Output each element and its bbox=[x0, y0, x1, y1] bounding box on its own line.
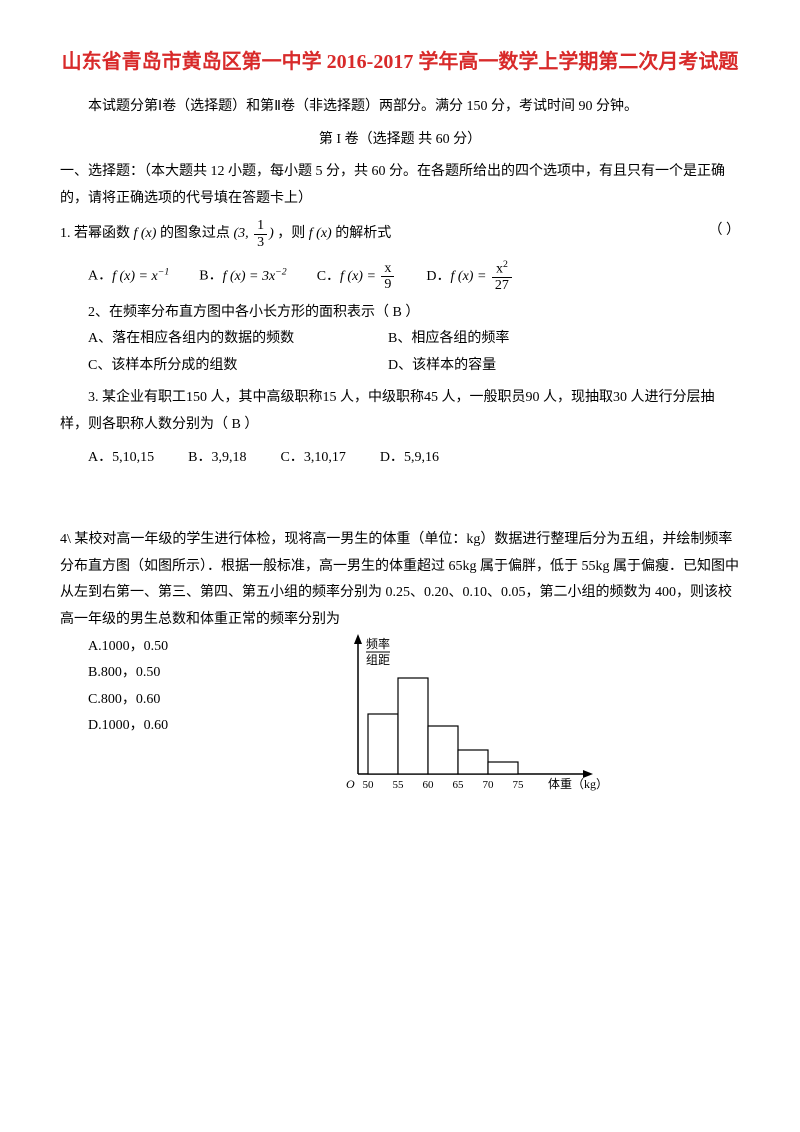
q4-row: A.1000，0.50 B.800，0.50 C.800，0.60 D.1000… bbox=[60, 634, 740, 815]
q3-n3: 45 bbox=[424, 390, 438, 405]
q3-b: 人，其中高级职称 bbox=[211, 390, 323, 405]
q2-optD: D、该样本的容量 bbox=[388, 353, 496, 380]
q1-fx2: f (x) bbox=[309, 226, 332, 241]
q1-stem-b: 的图象过点 bbox=[160, 226, 230, 241]
svg-text:75: 75 bbox=[513, 779, 525, 791]
question-4: 4\ 某校对高一年级的学生进行体检，现将高一男生的体重（单位：kg）数据进行整理… bbox=[60, 527, 740, 633]
q3-d: 人，一般职员 bbox=[442, 390, 526, 405]
q1-optD-expr: f (x) = x227 bbox=[451, 269, 514, 284]
svg-text:55: 55 bbox=[393, 779, 405, 791]
q2-optB: B、相应各组的频率 bbox=[388, 326, 509, 353]
q3-optC-label: C． bbox=[280, 450, 303, 465]
svg-text:60: 60 bbox=[423, 779, 435, 791]
section-heading: 一、选择题：（本大题共 12 小题，每小题 5 分，共 60 分。在各题所给出的… bbox=[60, 159, 740, 212]
q4-optD: D.1000，0.60 bbox=[88, 713, 288, 740]
q4-optB: B.800，0.50 bbox=[88, 660, 288, 687]
svg-text:O: O bbox=[346, 777, 355, 791]
svg-text:组距: 组距 bbox=[366, 653, 390, 667]
q2-optC: C、该样本所分成的组数 bbox=[88, 353, 388, 380]
question-2: 2、在频率分布直方图中各小长方形的面积表示（ B ） bbox=[60, 300, 740, 327]
histogram-svg: 50 55 60 65 70 75 频率组距 O 体重（kg） bbox=[328, 624, 608, 804]
q4-optC: C.800，0.60 bbox=[88, 687, 288, 714]
question-1: 1. 若幂函数 f (x) 的图象过点 (3, 13) ，则 f (x) 的解析… bbox=[60, 218, 740, 250]
q3-c: 人，中级职称 bbox=[340, 390, 424, 405]
part-heading: 第 I 卷（选择题 共 60 分） bbox=[60, 127, 740, 154]
q3-a: 3. 某企业有职工 bbox=[88, 390, 186, 405]
q1-stem-c: ，则 bbox=[277, 226, 305, 241]
q1-point: (3, 13) bbox=[233, 226, 273, 241]
q1-options: A．f (x) = x−1 B．f (x) = 3x−2 C．f (x) = x… bbox=[88, 260, 740, 293]
q2-optA: A、落在相应各组内的数据的频数 bbox=[88, 326, 388, 353]
q2-options: A、落在相应各组内的数据的频数 B、相应各组的频率 C、该样本所分成的组数 D、… bbox=[88, 326, 740, 379]
q3-optB-label: B． bbox=[188, 450, 211, 465]
q1-fx1: f (x) bbox=[134, 226, 157, 241]
q1-optC-label: C． bbox=[317, 269, 340, 284]
svg-text:65: 65 bbox=[453, 779, 465, 791]
q1-stem-a: 1. 若幂函数 bbox=[60, 226, 130, 241]
q3-n5: 30 bbox=[613, 390, 627, 405]
q1-optB-expr: f (x) = 3x−2 bbox=[223, 269, 287, 284]
q3-optA-val: 5,10,15 bbox=[112, 450, 154, 465]
q1-optA-expr: f (x) = x−1 bbox=[112, 269, 169, 284]
q3-n1: 150 bbox=[186, 390, 207, 405]
svg-text:体重（kg）: 体重（kg） bbox=[548, 777, 608, 791]
intro: 本试题分第Ⅰ卷（选择题）和第Ⅱ卷（非选择题）两部分。满分 150 分，考试时间 … bbox=[60, 94, 740, 121]
q3-optD-val: 5,9,16 bbox=[404, 450, 439, 465]
q3-n4: 90 bbox=[526, 390, 540, 405]
q3-e: 人，现抽取 bbox=[543, 390, 613, 405]
q4-optA: A.1000，0.50 bbox=[88, 634, 288, 661]
q3-n2: 15 bbox=[323, 390, 337, 405]
q1-stem-d: 的解析式 bbox=[335, 226, 391, 241]
svg-text:70: 70 bbox=[483, 779, 495, 791]
q3-optC-val: 3,10,17 bbox=[304, 450, 346, 465]
q3-optB-val: 3,9,18 bbox=[211, 450, 246, 465]
q1-optD-label: D． bbox=[426, 269, 450, 284]
q3-optD-label: D． bbox=[380, 450, 404, 465]
page-title: 山东省青岛市黄岛区第一中学 2016-2017 学年高一数学上学期第二次月考试题 bbox=[60, 40, 740, 84]
q1-blank: （ ） bbox=[709, 218, 741, 245]
histogram-chart: 50 55 60 65 70 75 频率组距 O 体重（kg） bbox=[328, 624, 608, 815]
q1-optB-label: B． bbox=[199, 269, 222, 284]
q1-optA-label: A． bbox=[88, 269, 112, 284]
q3-optA-label: A． bbox=[88, 450, 112, 465]
svg-text:50: 50 bbox=[363, 779, 375, 791]
q3-options: A．5,10,15 B．3,9,18 C．3,10,17 D．5,9,16 bbox=[88, 445, 740, 472]
question-3: 3. 某企业有职工150 人，其中高级职称15 人，中级职称45 人，一般职员9… bbox=[60, 385, 740, 438]
svg-text:频率: 频率 bbox=[366, 636, 390, 651]
q1-optC-expr: f (x) = x9 bbox=[340, 269, 396, 284]
